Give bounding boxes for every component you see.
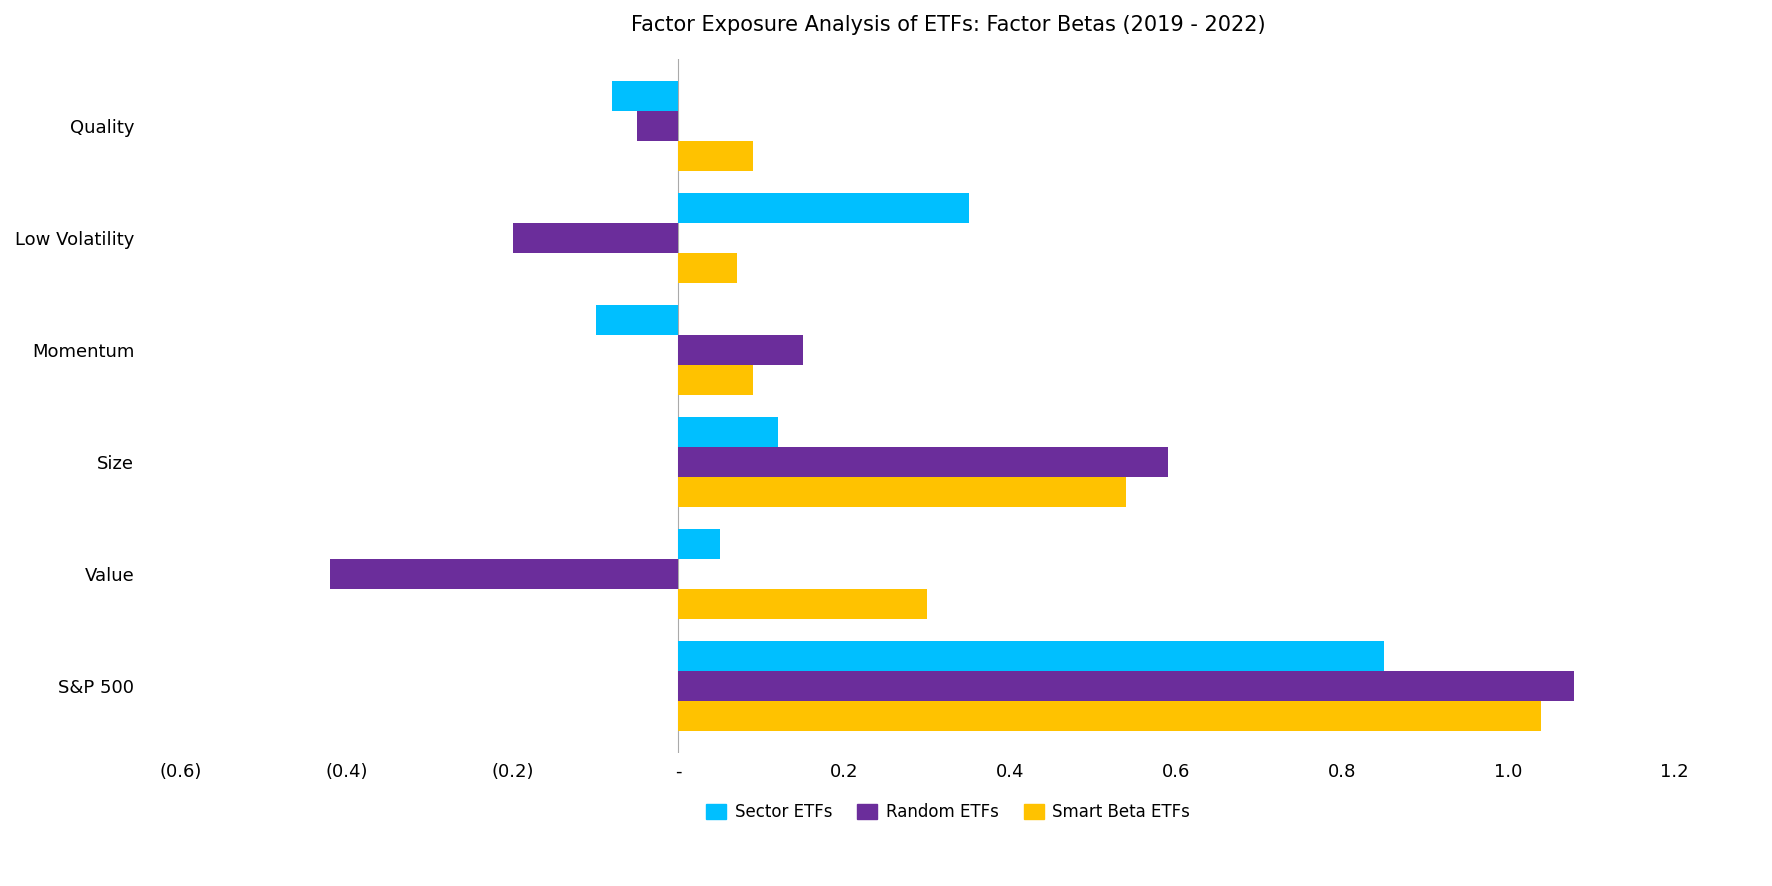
Bar <box>595 305 679 335</box>
Bar <box>679 365 753 395</box>
Bar <box>636 111 679 141</box>
Bar <box>679 529 719 559</box>
Bar <box>679 141 753 171</box>
Bar <box>679 447 1168 477</box>
Bar <box>679 671 1575 701</box>
Title: Factor Exposure Analysis of ETFs: Factor Betas (2019 - 2022): Factor Exposure Analysis of ETFs: Factor… <box>631 15 1265 35</box>
Bar <box>679 335 803 365</box>
Bar <box>679 641 1384 671</box>
Bar <box>611 81 679 111</box>
Bar <box>679 589 927 619</box>
Legend: Sector ETFs, Random ETFs, Smart Beta ETFs: Sector ETFs, Random ETFs, Smart Beta ETF… <box>700 797 1196 828</box>
Bar <box>679 192 969 223</box>
Bar <box>330 559 679 589</box>
Bar <box>679 253 737 284</box>
Bar <box>679 416 778 447</box>
Bar <box>679 701 1542 731</box>
Bar <box>512 223 679 253</box>
Bar <box>679 477 1127 508</box>
